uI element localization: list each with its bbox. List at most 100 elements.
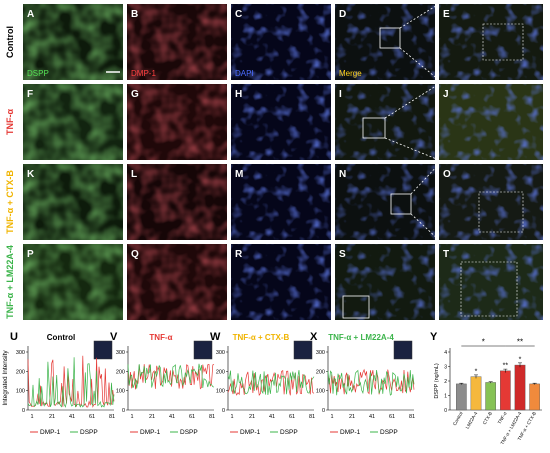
legend-label: DMP-1 [340,429,361,436]
y-tick-label: 300 [16,350,25,356]
category-label: CTX-B [482,411,493,425]
row-control [23,3,543,81]
panel-letter: Q [131,249,139,260]
y-tick-label: 100 [216,389,225,395]
panel-dspp-texture [23,164,123,240]
panel-dapi [231,4,331,80]
x-tick-label: 41 [269,414,275,420]
panel-letter: H [235,89,242,100]
row-tnf-ctxb [23,163,543,241]
panel-dmp1 [127,84,227,160]
panel-letter: F [27,89,33,100]
profile-trace [27,357,115,408]
zoom-connector-top [410,163,440,195]
panel-dspp [23,84,123,160]
panel-dmp1-texture [127,4,227,80]
x-tick-label: 1 [30,414,33,420]
panel-dmp1-texture [127,244,227,320]
y-tick-label: 100 [316,389,325,395]
y-tick-label: 300 [116,350,125,356]
roi-box [342,295,370,319]
profile-thumbnail [293,340,313,360]
roi-box [362,117,386,139]
roi-box [390,193,412,215]
significance-mark: * [519,356,522,363]
profile-thumbnail [193,340,213,360]
x-tick-label: 61 [289,414,295,420]
panel-dmp1-texture [127,84,227,160]
profile-title: TNF-α [149,333,172,342]
panel-zoom-texture [439,244,543,320]
bar [514,364,526,411]
panel-dspp [23,4,123,80]
x-tick-label: 81 [109,414,115,420]
profile-trace [327,369,415,396]
x-tick-label: 81 [309,414,315,420]
panel-zoom [439,4,543,80]
bar [456,383,467,411]
channel-label: DSPP [27,69,49,78]
panel-dapi [231,244,331,320]
x-tick-label: 1 [130,414,133,420]
legend-label: DSPP [180,429,198,436]
profile-trace [127,363,215,390]
zoom-inset-box [460,261,518,317]
row-tnf [23,83,543,161]
bar [470,376,482,411]
panel-letter: R [235,249,243,260]
legend-label: DSPP [380,429,398,436]
panel-dapi-texture [231,84,331,160]
y-tick-label: 300 [216,350,225,356]
panel-letter: C [235,9,242,20]
panel-zoom [439,84,543,160]
panel-letter: V [110,331,118,343]
panel-letter: A [27,9,34,20]
panel-dmp1 [127,244,227,320]
zoom-connector-bottom [384,137,440,161]
row-label: TNF-α + CTX-B [5,170,15,234]
x-tick-label: 21 [349,414,355,420]
micrograph-grid [23,3,543,320]
panel-dmp1 [127,164,227,240]
panel-letter: M [235,169,243,180]
profile-trace [27,355,115,408]
y-tick-label: 100 [116,389,125,395]
roi-box [379,27,401,49]
profile-trace [227,370,315,396]
zoom-inset-box [478,191,524,233]
panel-letter: E [443,9,450,20]
row-label: TNF-α [5,109,15,135]
x-tick-label: 21 [149,414,155,420]
x-tick-label: 1 [230,414,233,420]
panel-letter: N [339,169,346,180]
panel-letter: Y [430,331,438,343]
y-tick-label: 200 [116,369,125,375]
profile-panel: V TNF-α 0 100 200 300 1 21 41 61 81 DMP-1 DSPP [110,331,215,436]
profile-title: TNF-α + LM22A-4 [328,333,394,342]
zoom-connector-bottom [399,47,440,81]
panel-merge [335,244,435,320]
channel-labels: DSPP DMP-1 DAPI Merge [27,69,362,78]
panel-letter: U [10,331,18,343]
y-axis-label: Integrated Intensity [2,350,9,406]
panel-dspp-texture [23,244,123,320]
panel-letter: W [210,331,221,343]
x-tick-label: 61 [189,414,195,420]
row-labels: Control TNF-α TNF-α + CTX-B TNF-α + LM22… [5,26,15,319]
y-tick-label: 0 [122,408,125,414]
channel-label: Merge [339,69,362,78]
y-tick-label: 3 [444,365,447,371]
panel-dspp-texture [23,84,123,160]
profile-thumbnail [93,340,113,360]
panel-zoom-texture [439,164,543,240]
y-tick-label: 0 [22,408,25,414]
row-label: TNF-α + LM22A-4 [5,245,15,319]
x-tick-label: 1 [330,414,333,420]
category-label: TNF-α [497,411,508,425]
legend-label: DMP-1 [240,429,261,436]
y-tick-label: 0 [444,408,447,414]
y-tick-label: 0 [222,408,225,414]
panel-letter: S [339,249,346,260]
legend-label: DSPP [80,429,98,436]
profile-panel: U Control 0 100 200 300 1 21 41 61 81 DMP-1 DSPP [10,331,115,436]
